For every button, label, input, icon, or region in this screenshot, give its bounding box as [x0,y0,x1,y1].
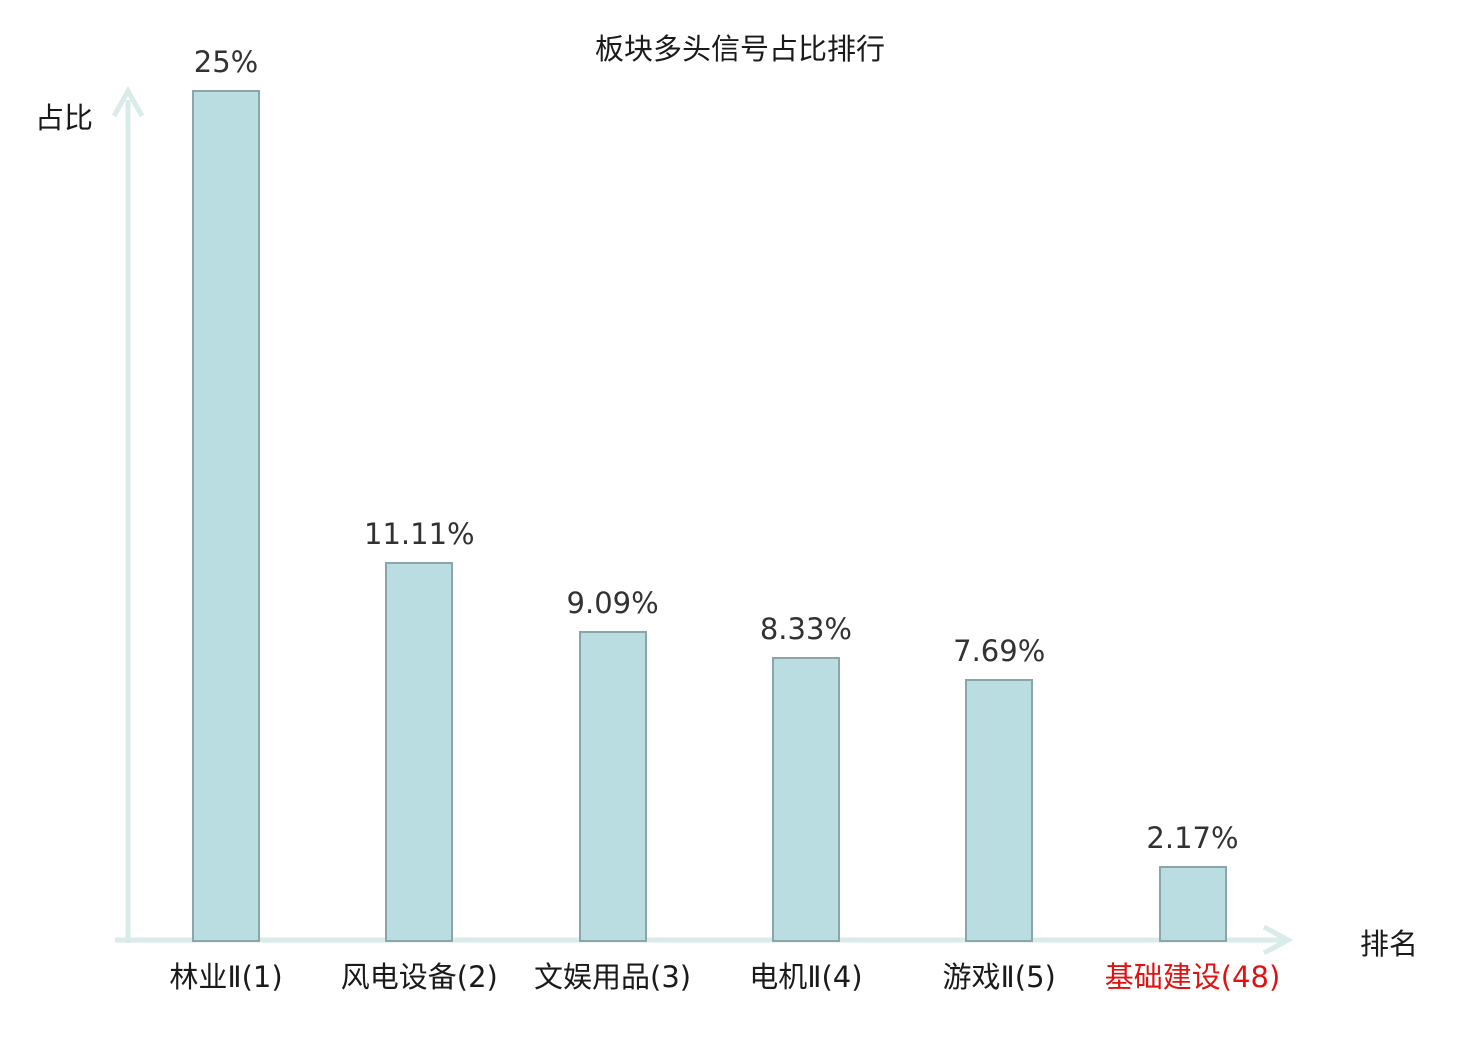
bar [771,656,840,942]
bar-value-label: 11.11% [364,517,475,552]
y-axis-arrow-icon [111,85,145,118]
category-label: 电机Ⅱ(4) [749,960,863,994]
bar-value-label: 25% [193,45,259,79]
bar [965,678,1034,942]
bar [192,90,260,942]
bar [1158,866,1227,942]
bar-value-label: 9.09% [566,585,659,620]
category-label: 基础建设(48) [1104,960,1281,994]
bar-value-label: 7.69% [953,633,1046,668]
category-label: 游戏Ⅱ(5) [942,960,1056,994]
chart-title: 板块多头信号占比排行 [594,32,886,66]
bar [385,562,454,942]
category-label: 风电设备(2) [340,960,498,994]
y-axis-label: 占比 [35,101,94,135]
bar-value-label: 2.17% [1146,821,1239,856]
category-label: 文娱用品(3) [534,960,692,994]
category-label: 林业Ⅱ(1) [169,960,283,994]
x-axis-label: 排名 [1360,927,1419,961]
x-axis-arrow-icon [1262,924,1294,956]
bar [578,630,647,942]
bar-value-label: 8.33% [759,611,852,646]
